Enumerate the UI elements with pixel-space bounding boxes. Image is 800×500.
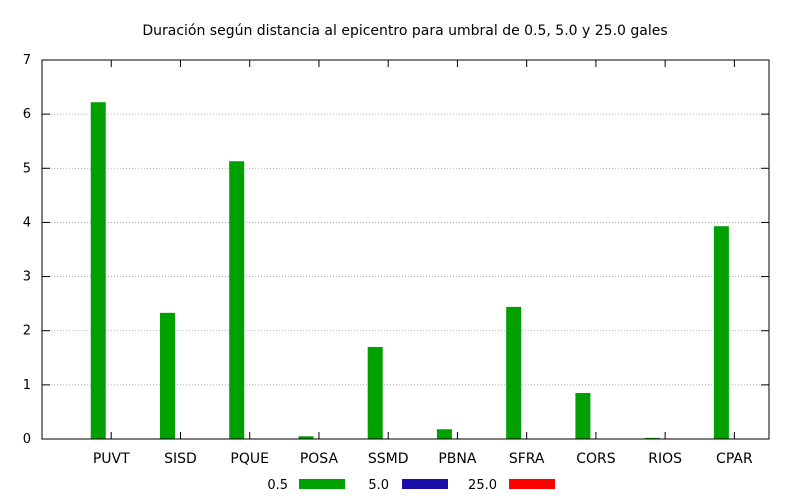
bar [367,346,383,439]
y-tick-label: 6 [23,107,31,122]
legend-label: 5.0 [368,478,389,493]
bar [159,312,175,439]
bar [298,436,314,439]
axes: 0 1 2 3 4 5 6 7 PUVT SISD PQUE POSA SSMD PBNA SFRA CORS… [23,53,769,467]
bars [90,102,729,440]
legend-swatch [299,479,345,489]
bar [575,392,591,439]
bar [436,429,452,439]
legend-label: 25.0 [468,478,497,493]
x-tick-label: POSA [300,451,339,467]
y-tick-label: 0 [23,432,31,447]
legend-label: 0.5 [267,478,288,493]
bar [713,226,729,439]
bar [229,161,245,440]
legend-swatch [402,479,448,489]
x-tick-label: CORS [576,451,616,467]
x-tick-label: CPAR [716,451,753,467]
chart-title: Duración según distancia al epicentro pa… [142,23,667,39]
x-tick-label: PUVT [93,451,130,467]
y-tick-label: 5 [23,161,31,176]
bar [644,437,660,439]
bar [90,102,106,439]
y-tick-label: 1 [23,378,31,393]
bar [506,306,522,439]
x-tick-label: SSMD [368,451,409,467]
y-tick-label: 7 [23,53,31,68]
y-tick-label: 3 [23,270,31,285]
legend-swatch [509,479,555,489]
x-tick-label: RIOS [648,451,682,467]
x-tick-label: SISD [164,451,197,467]
x-tick-label: PBNA [438,451,477,467]
x-tick-label: SFRA [509,451,545,467]
y-tick-label: 2 [23,324,31,339]
plot-frame [41,59,770,440]
y-tick-label: 4 [23,215,31,230]
grid-lines [42,113,769,386]
x-tick-label: PQUE [230,451,269,467]
legend: 0.5 5.0 25.0 [267,478,555,493]
